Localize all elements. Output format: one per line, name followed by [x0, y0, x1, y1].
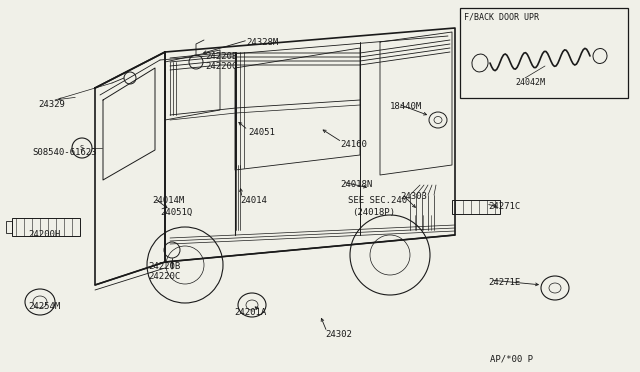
- Text: 24303: 24303: [400, 192, 427, 201]
- Text: SEE SEC.240: SEE SEC.240: [348, 196, 407, 205]
- Text: 18440M: 18440M: [390, 102, 422, 111]
- Bar: [452, 200, 500, 214]
- Text: 24302: 24302: [325, 330, 352, 339]
- Text: 24329: 24329: [38, 100, 65, 109]
- Text: 24328M: 24328M: [246, 38, 278, 47]
- Text: 24254M: 24254M: [28, 302, 60, 311]
- Text: 24200H: 24200H: [28, 230, 60, 239]
- Text: 24014: 24014: [240, 196, 267, 205]
- Bar: [12, 218, 80, 236]
- Bar: [6, 221, 12, 233]
- Text: (24018P): (24018P): [352, 208, 395, 217]
- Text: AP/*00 P: AP/*00 P: [490, 355, 533, 364]
- Text: F/BACK DOOR UPR: F/BACK DOOR UPR: [464, 12, 539, 21]
- Bar: [460, 8, 628, 98]
- Text: 24220B: 24220B: [205, 52, 237, 61]
- Text: 24160: 24160: [340, 140, 367, 149]
- Text: S08540-61623: S08540-61623: [32, 148, 97, 157]
- Text: 24220C: 24220C: [205, 62, 237, 71]
- Text: 24271E: 24271E: [488, 278, 520, 287]
- Text: 24018N: 24018N: [340, 180, 372, 189]
- Text: 24051: 24051: [248, 128, 275, 137]
- Text: 24014M: 24014M: [152, 196, 184, 205]
- Text: 24051Q: 24051Q: [160, 208, 192, 217]
- Text: 24271C: 24271C: [488, 202, 520, 211]
- Text: 24042M: 24042M: [515, 78, 545, 87]
- Text: 24201A: 24201A: [234, 308, 266, 317]
- Text: S: S: [80, 145, 84, 151]
- Text: 24220C: 24220C: [148, 272, 180, 281]
- Text: 24220B: 24220B: [148, 262, 180, 271]
